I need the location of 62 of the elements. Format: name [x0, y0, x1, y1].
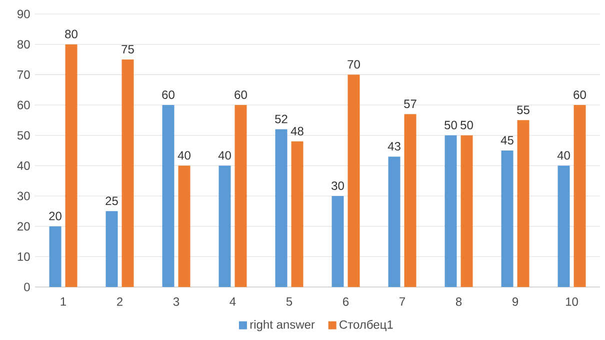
- data-label: 30: [332, 181, 344, 190]
- bar: [49, 226, 62, 287]
- x-tick-label: 3: [173, 297, 180, 306]
- bar: [106, 211, 118, 287]
- y-tick-label: 80: [17, 40, 30, 49]
- bar: [332, 196, 344, 287]
- data-label: 75: [122, 45, 134, 54]
- bar: [388, 156, 400, 287]
- y-tick-label: 30: [17, 192, 30, 200]
- bar: [218, 166, 231, 287]
- x-tick-label: 2: [117, 297, 122, 306]
- data-label: 50: [444, 120, 457, 130]
- data-label: 70: [348, 60, 360, 69]
- x-tick-label: 8: [456, 297, 462, 306]
- data-label: 40: [557, 151, 570, 160]
- x-tick-label: 7: [400, 297, 405, 306]
- data-label: 80: [65, 30, 78, 38]
- y-tick-label: 40: [17, 161, 30, 170]
- bar: [65, 44, 78, 287]
- bar: [558, 166, 570, 287]
- y-tick-label: 90: [18, 10, 30, 18]
- bar: [234, 105, 247, 287]
- y-tick-label: 10: [18, 252, 30, 261]
- x-tick-label: 5: [286, 297, 292, 306]
- data-label: 52: [275, 114, 288, 124]
- x-tick-label: 10: [566, 297, 578, 306]
- data-label: 45: [500, 136, 514, 144]
- data-label: 20: [49, 212, 62, 220]
- y-tick-label: 20: [18, 222, 30, 231]
- y-tick-label: 60: [18, 100, 30, 110]
- bar: [275, 129, 288, 287]
- data-label: 40: [218, 151, 231, 160]
- bar: [404, 114, 416, 287]
- data-label: 50: [460, 120, 473, 130]
- bar: [291, 141, 304, 287]
- data-label: 40: [178, 151, 190, 160]
- x-tick-label: 6: [343, 297, 349, 306]
- y-tick-label: 50: [17, 131, 30, 140]
- data-label: 57: [404, 100, 416, 108]
- data-label: 43: [388, 142, 400, 151]
- data-label: 55: [517, 106, 530, 114]
- data-label: 60: [574, 90, 586, 99]
- data-label: 25: [106, 196, 118, 206]
- y-tick-label: 0: [24, 282, 30, 292]
- x-tick-label: 4: [230, 297, 236, 306]
- bar: [501, 150, 514, 287]
- bar: [574, 105, 586, 287]
- data-label: 60: [234, 90, 247, 99]
- data-label: 48: [290, 126, 304, 136]
- x-tick-label: 1: [60, 297, 66, 306]
- bar: [444, 135, 457, 287]
- bar: [517, 120, 530, 287]
- bar: [348, 74, 360, 287]
- bar: [460, 135, 473, 287]
- bar: [178, 166, 190, 287]
- x-tick-label: 9: [512, 297, 518, 306]
- y-tick-label: 70: [18, 70, 30, 79]
- bar: [122, 60, 134, 287]
- bar: [162, 105, 174, 287]
- legend-label: right answer: [250, 320, 315, 332]
- data-label: 60: [162, 90, 174, 99]
- legend-label: Столбец1: [340, 320, 393, 332]
